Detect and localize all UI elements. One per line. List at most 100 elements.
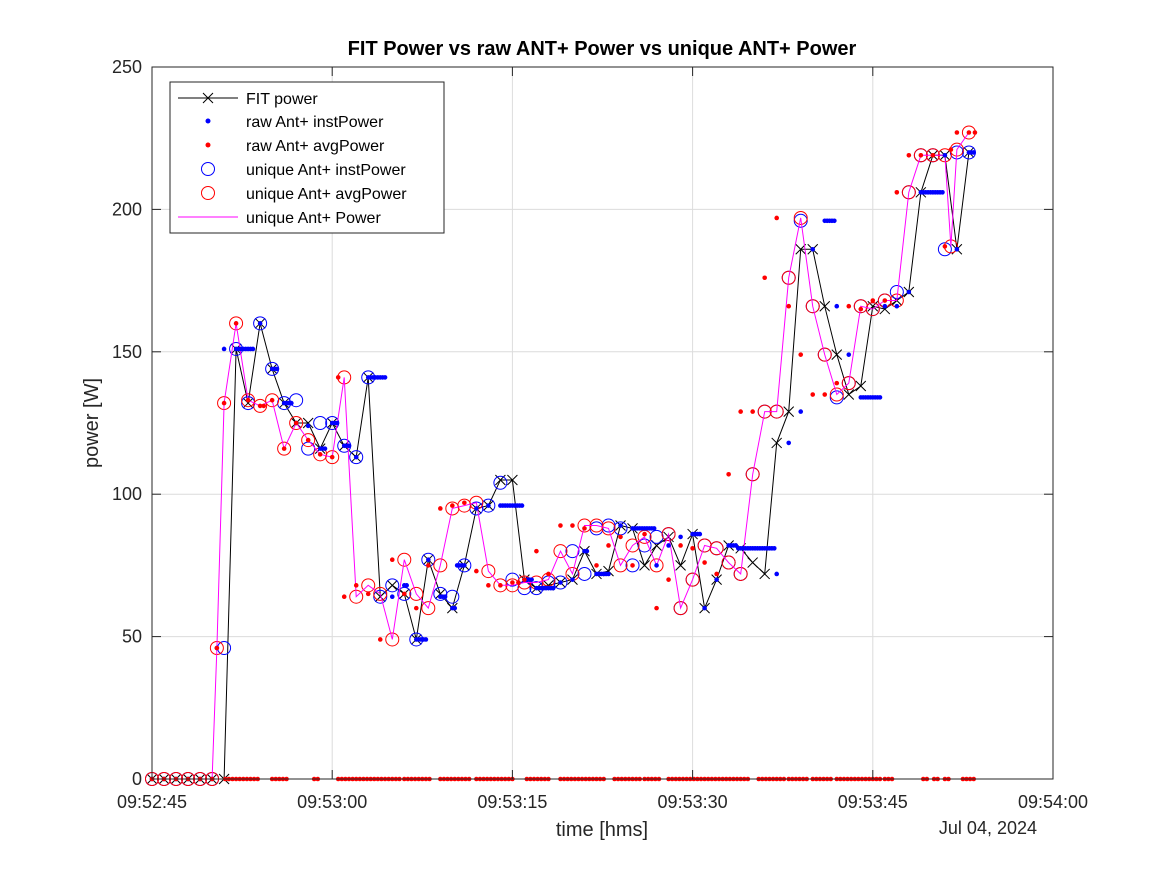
raw-avg-dot — [389, 557, 395, 563]
raw-inst-dot — [257, 321, 263, 326]
raw-avg-dot — [954, 130, 960, 135]
raw-inst-dot — [584, 548, 590, 554]
ticks: 09:52:45 09:53:00 09:53:15 09:53:30 09:53:45… — [112, 57, 1088, 812]
raw-avg-dot — [522, 577, 527, 582]
unique-avg-circle — [709, 541, 724, 556]
legend-entry-fit-power: FIT power — [178, 91, 318, 108]
y-tick-label: 150 — [112, 342, 142, 362]
raw-avg-dot — [966, 130, 972, 135]
raw-avg-dot — [353, 583, 359, 588]
raw-avg-dot — [750, 409, 755, 414]
raw-avg-dot — [858, 306, 864, 312]
unique-avg-circle — [649, 558, 664, 573]
y-tick-label: 0 — [132, 769, 142, 789]
legend-label: raw Ant+ avgPower — [246, 138, 385, 155]
raw-avg-dot — [450, 503, 455, 508]
x-tick-label: 09:53:45 — [838, 792, 908, 812]
unique-avg-circle — [721, 555, 736, 570]
unique-avg-circle — [745, 467, 760, 482]
raw-inst-dot — [474, 506, 479, 511]
raw-avg-dot — [546, 571, 551, 577]
raw-inst-dot — [423, 637, 429, 642]
raw-inst-dot — [570, 577, 575, 582]
raw-inst-dot — [810, 246, 816, 252]
date-label: Jul 04, 2024 — [939, 818, 1037, 838]
raw-avg-dot — [245, 397, 251, 403]
raw-avg-dot — [582, 526, 587, 531]
raw-inst-dot — [702, 605, 707, 611]
raw-inst-dot — [877, 395, 883, 400]
raw-avg-dot — [261, 403, 267, 409]
fit-power-marker — [759, 568, 771, 580]
raw-avg-dot — [329, 454, 335, 460]
raw-avg-dot — [666, 577, 671, 582]
y-tick-label: 200 — [112, 199, 142, 219]
raw-avg-dot — [870, 298, 876, 303]
fit-power-marker — [747, 557, 759, 568]
raw-avg-dot — [594, 563, 599, 568]
unique-inst-circle — [289, 393, 304, 408]
unique-avg-circle — [661, 527, 676, 542]
raw-avg-dot — [474, 568, 479, 574]
raw-avg-dot — [462, 500, 467, 506]
raw-avg-dot — [726, 471, 731, 477]
y-tick-label: 250 — [112, 57, 142, 77]
unique-avg-circle — [793, 210, 808, 225]
raw-inst-dot — [894, 303, 900, 309]
legend-entry-raw-avg: raw Ant+ avgPower — [205, 138, 385, 155]
raw-avg-dot — [233, 321, 239, 326]
legend-x-marker — [202, 92, 214, 104]
unique-avg-circle — [805, 299, 820, 314]
unique-avg-circle — [433, 558, 448, 573]
raw-avg-dot — [365, 591, 371, 597]
raw-inst-dot — [618, 523, 623, 528]
raw-avg-dot — [516, 580, 521, 585]
raw-inst-dot — [786, 440, 792, 446]
raw-inst-dot — [942, 152, 948, 158]
raw-avg-dot — [630, 563, 635, 568]
legend-entry-unique-inst: unique Ant+ instPower — [201, 162, 406, 179]
unique-inst-circle — [829, 390, 844, 405]
unique-inst-circle — [385, 578, 400, 593]
raw-avg-dot — [305, 437, 311, 443]
legend-circle-marker — [201, 186, 215, 200]
raw-avg-dot — [413, 605, 419, 611]
legend-label: FIT power — [246, 91, 318, 108]
raw-inst-dot — [289, 400, 294, 406]
fit-power-marker — [242, 397, 254, 409]
raw-avg-dot — [678, 543, 683, 548]
raw-inst-dot — [666, 543, 671, 548]
raw-inst-dot — [550, 585, 556, 591]
raw-avg-dot — [846, 303, 852, 309]
y-tick-label: 100 — [112, 484, 142, 504]
raw-avg-dot — [534, 548, 539, 554]
unique-inst-circle — [577, 566, 592, 581]
raw-avg-dot — [834, 380, 840, 386]
legend-label: raw Ant+ instPower — [246, 114, 384, 131]
fit-power-marker — [639, 560, 650, 571]
raw-inst-dot — [798, 409, 804, 414]
unique-avg-circle — [625, 538, 640, 553]
raw-inst-dot — [558, 580, 563, 585]
unique-avg-circle — [229, 316, 244, 331]
legend-entry-raw-inst: raw Ant+ instPower — [205, 114, 384, 131]
unique-inst-circle — [493, 475, 508, 490]
unique-avg-circle — [733, 566, 748, 581]
raw-avg-dot — [401, 591, 407, 597]
unique-avg-circle — [553, 544, 568, 559]
raw-inst-dot — [940, 190, 945, 195]
fit-power-marker — [867, 300, 879, 312]
unique-avg-circle — [301, 433, 316, 448]
raw-inst-dot — [906, 289, 912, 295]
unique-avg-circle — [277, 441, 292, 456]
unique-avg-circle — [481, 564, 496, 579]
raw-avg-dot — [510, 580, 515, 585]
raw-avg-dot — [690, 546, 695, 551]
raw-avg-dot — [714, 571, 719, 577]
plot-frame — [151, 66, 1054, 780]
unique-avg-circle — [841, 376, 856, 391]
x-tick-label: 09:54:00 — [1018, 792, 1088, 812]
raw-inst-dot — [353, 454, 359, 460]
raw-avg-dot — [894, 190, 900, 195]
fit-power-marker — [843, 389, 855, 400]
